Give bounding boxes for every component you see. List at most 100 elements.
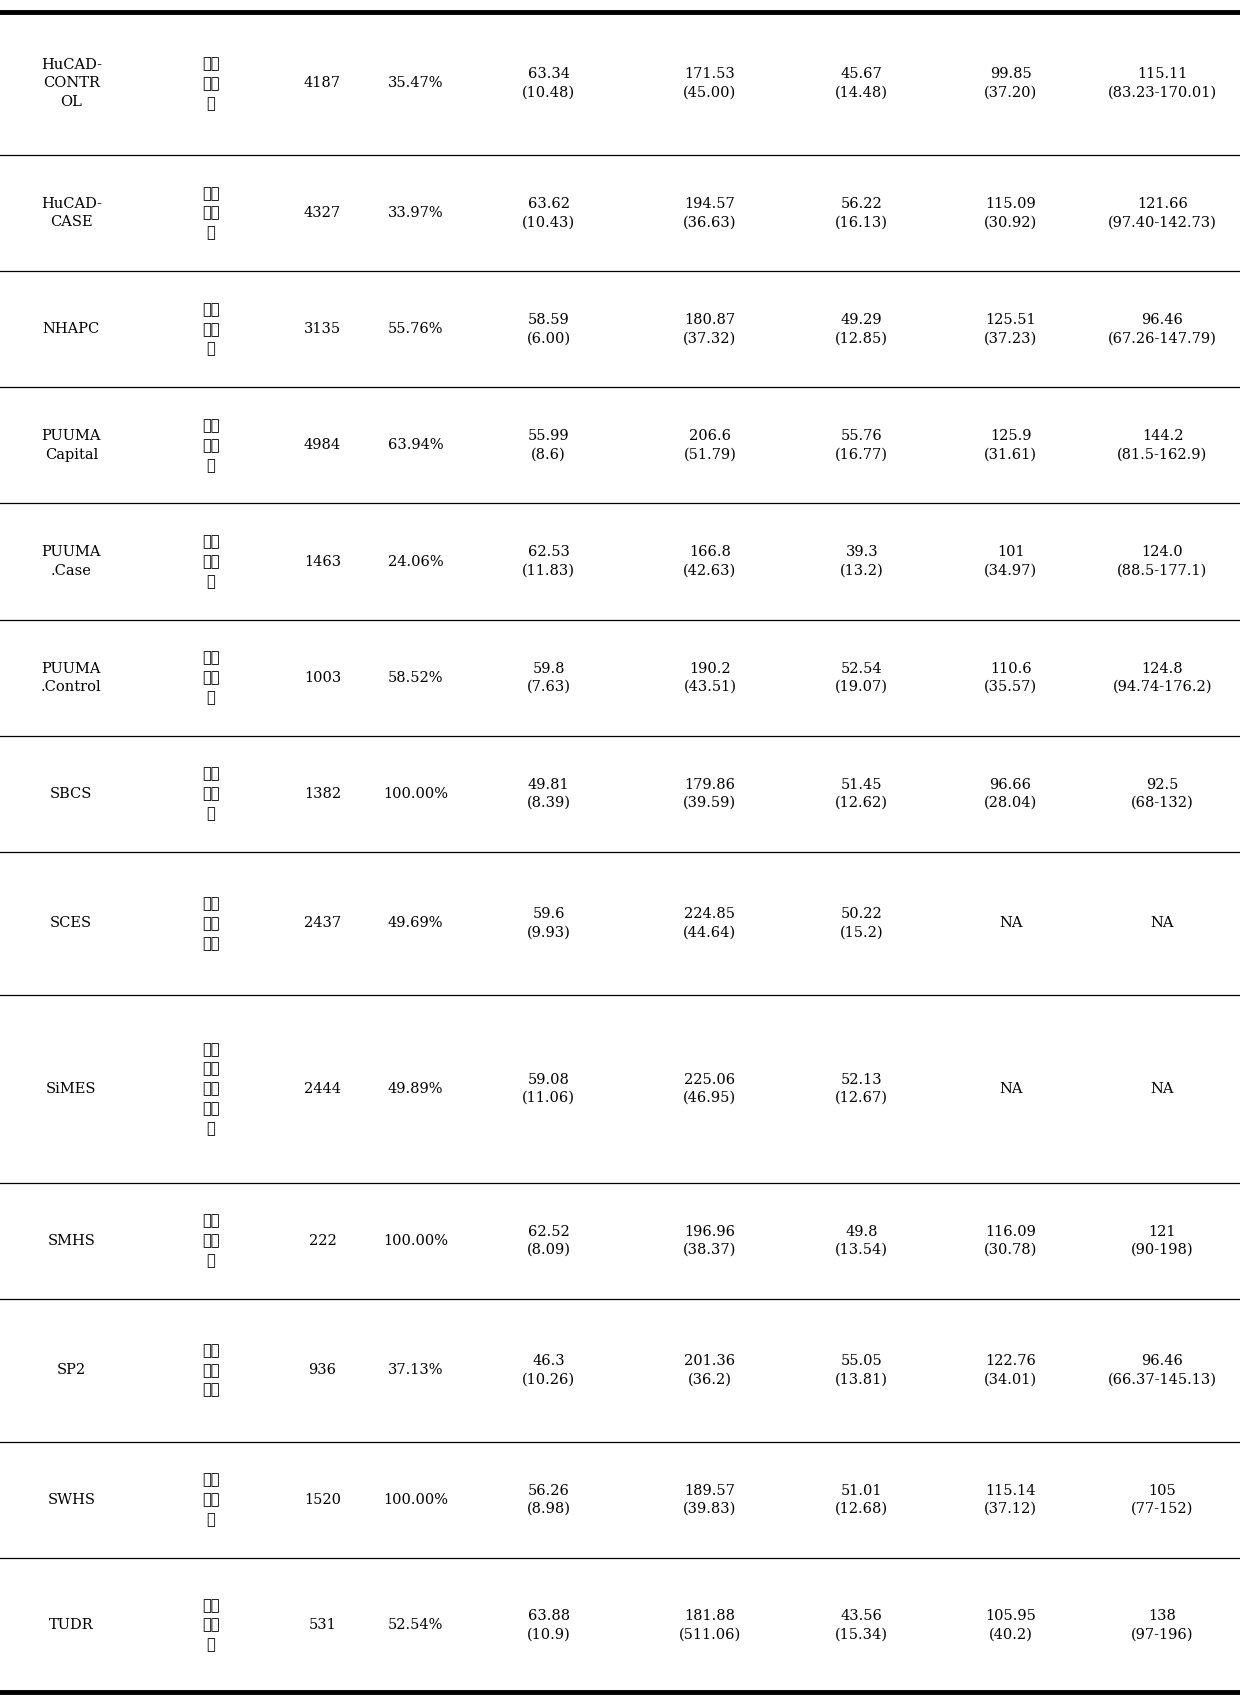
- Text: PUUMA
.Control: PUUMA .Control: [41, 661, 102, 694]
- Text: NA: NA: [999, 1082, 1022, 1096]
- Text: 1520: 1520: [304, 1493, 341, 1506]
- Text: 中国
大陆
人: 中国 大陆 人: [202, 186, 219, 240]
- Text: PUUMA
.Case: PUUMA .Case: [42, 545, 100, 578]
- Text: 181.88
(511.06): 181.88 (511.06): [678, 1609, 742, 1641]
- Text: SP2: SP2: [57, 1363, 86, 1377]
- Text: 144.2
(81.5-162.9): 144.2 (81.5-162.9): [1117, 429, 1208, 462]
- Text: 50.22
(15.2): 50.22 (15.2): [839, 907, 884, 939]
- Text: 936: 936: [309, 1363, 336, 1377]
- Text: 59.6
(9.93): 59.6 (9.93): [527, 907, 570, 939]
- Text: HuCAD-
CASE: HuCAD- CASE: [41, 196, 102, 230]
- Text: HuCAD-
CONTR
OL: HuCAD- CONTR OL: [41, 58, 102, 109]
- Text: 190.2
(43.51): 190.2 (43.51): [683, 661, 737, 694]
- Text: 55.76%: 55.76%: [388, 322, 443, 336]
- Text: 166.8
(42.63): 166.8 (42.63): [683, 545, 737, 578]
- Text: SMHS: SMHS: [47, 1234, 95, 1247]
- Text: 62.52
(8.09): 62.52 (8.09): [527, 1225, 570, 1258]
- Text: 4327: 4327: [304, 206, 341, 220]
- Text: 33.97%: 33.97%: [388, 206, 443, 220]
- Text: 中国
大陆
人: 中国 大陆 人: [202, 767, 219, 821]
- Text: 100.00%: 100.00%: [383, 787, 448, 801]
- Text: NA: NA: [999, 917, 1022, 930]
- Text: 100.00%: 100.00%: [383, 1234, 448, 1247]
- Text: 新加
坡籍
华裔: 新加 坡籍 华裔: [202, 896, 219, 951]
- Text: 52.13
(12.67): 52.13 (12.67): [836, 1072, 888, 1104]
- Text: 138
(97-196): 138 (97-196): [1131, 1609, 1194, 1641]
- Text: 3135: 3135: [304, 322, 341, 336]
- Text: 4984: 4984: [304, 438, 341, 452]
- Text: 52.54
(19.07): 52.54 (19.07): [836, 661, 888, 694]
- Text: 43.56
(15.34): 43.56 (15.34): [836, 1609, 888, 1641]
- Text: SBCS: SBCS: [50, 787, 93, 801]
- Text: 中国
大陆
人: 中国 大陆 人: [202, 302, 219, 356]
- Text: NHAPC: NHAPC: [42, 322, 100, 336]
- Text: 中国
大陆
人: 中国 大陆 人: [202, 1472, 219, 1527]
- Text: 2437: 2437: [304, 917, 341, 930]
- Text: 196.96
(38.37): 196.96 (38.37): [683, 1225, 737, 1258]
- Text: 101
(34.97): 101 (34.97): [985, 545, 1037, 578]
- Text: 92.5
(68-132): 92.5 (68-132): [1131, 777, 1194, 809]
- Text: 110.6
(35.57): 110.6 (35.57): [985, 661, 1037, 694]
- Text: 115.11
(83.23-170.01): 115.11 (83.23-170.01): [1107, 66, 1218, 99]
- Text: 55.76
(16.77): 55.76 (16.77): [836, 429, 888, 462]
- Text: 55.05
(13.81): 55.05 (13.81): [836, 1355, 888, 1387]
- Text: 新加
坡籍
华裔: 新加 坡籍 华裔: [202, 1343, 219, 1397]
- Text: 49.29
(12.85): 49.29 (12.85): [836, 314, 888, 346]
- Text: 105.95
(40.2): 105.95 (40.2): [985, 1609, 1037, 1641]
- Text: 124.8
(94.74-176.2): 124.8 (94.74-176.2): [1112, 661, 1213, 694]
- Text: 49.89%: 49.89%: [388, 1082, 443, 1096]
- Text: 1003: 1003: [304, 671, 341, 685]
- Text: 中国
大陆
人: 中国 大陆 人: [202, 651, 219, 705]
- Text: NA: NA: [1151, 1082, 1174, 1096]
- Text: 55.99
(8.6): 55.99 (8.6): [528, 429, 569, 462]
- Text: 39.3
(13.2): 39.3 (13.2): [839, 545, 884, 578]
- Text: 115.09
(30.92): 115.09 (30.92): [985, 196, 1037, 230]
- Text: 中国
大陆
人: 中国 大陆 人: [202, 56, 219, 111]
- Text: 531: 531: [309, 1619, 336, 1632]
- Text: 179.86
(39.59): 179.86 (39.59): [683, 777, 737, 809]
- Text: 225.06
(46.95): 225.06 (46.95): [683, 1072, 737, 1104]
- Text: 35.47%: 35.47%: [388, 77, 443, 90]
- Text: 194.57
(36.63): 194.57 (36.63): [683, 196, 737, 230]
- Text: 206.6
(51.79): 206.6 (51.79): [683, 429, 737, 462]
- Text: 49.81
(8.39): 49.81 (8.39): [527, 777, 570, 809]
- Text: 96.66
(28.04): 96.66 (28.04): [985, 777, 1037, 809]
- Text: 96.46
(66.37-145.13): 96.46 (66.37-145.13): [1109, 1355, 1216, 1387]
- Text: SCES: SCES: [51, 917, 92, 930]
- Text: 58.52%: 58.52%: [388, 671, 443, 685]
- Text: 58.59
(6.00): 58.59 (6.00): [527, 314, 570, 346]
- Text: 51.45
(12.62): 51.45 (12.62): [836, 777, 888, 809]
- Text: PUUMA
Capital: PUUMA Capital: [42, 429, 100, 462]
- Text: 222: 222: [309, 1234, 336, 1247]
- Text: 51.01
(12.68): 51.01 (12.68): [836, 1484, 888, 1517]
- Text: 中国
大陆
人: 中国 大陆 人: [202, 1213, 219, 1268]
- Text: 180.87
(37.32): 180.87 (37.32): [683, 314, 737, 346]
- Text: 96.46
(67.26-147.79): 96.46 (67.26-147.79): [1109, 314, 1216, 346]
- Text: 59.08
(11.06): 59.08 (11.06): [522, 1072, 575, 1104]
- Text: 122.76
(34.01): 122.76 (34.01): [985, 1355, 1037, 1387]
- Text: 37.13%: 37.13%: [388, 1363, 443, 1377]
- Text: 124.0
(88.5-177.1): 124.0 (88.5-177.1): [1117, 545, 1208, 578]
- Text: 105
(77-152): 105 (77-152): [1131, 1484, 1194, 1517]
- Text: 4187: 4187: [304, 77, 341, 90]
- Text: 63.34
(10.48): 63.34 (10.48): [522, 66, 575, 99]
- Text: 125.9
(31.61): 125.9 (31.61): [985, 429, 1037, 462]
- Text: 63.94%: 63.94%: [388, 438, 443, 452]
- Text: 1382: 1382: [304, 787, 341, 801]
- Text: 171.53
(45.00): 171.53 (45.00): [683, 66, 737, 99]
- Text: 中国
台湾
人: 中国 台湾 人: [202, 1598, 219, 1653]
- Text: 115.14
(37.12): 115.14 (37.12): [985, 1484, 1037, 1517]
- Text: 49.8
(13.54): 49.8 (13.54): [836, 1225, 888, 1258]
- Text: SiMES: SiMES: [46, 1082, 97, 1096]
- Text: 24.06%: 24.06%: [388, 554, 443, 569]
- Text: 189.57
(39.83): 189.57 (39.83): [683, 1484, 737, 1517]
- Text: 99.85
(37.20): 99.85 (37.20): [985, 66, 1037, 99]
- Text: 56.26
(8.98): 56.26 (8.98): [527, 1484, 570, 1517]
- Text: 121.66
(97.40-142.73): 121.66 (97.40-142.73): [1109, 196, 1216, 230]
- Text: 59.8
(7.63): 59.8 (7.63): [527, 661, 570, 694]
- Text: 中国
大陆
人: 中国 大陆 人: [202, 535, 219, 590]
- Text: 100.00%: 100.00%: [383, 1493, 448, 1506]
- Text: TUDR: TUDR: [50, 1619, 93, 1632]
- Text: 125.51
(37.23): 125.51 (37.23): [985, 314, 1037, 346]
- Text: 52.54%: 52.54%: [388, 1619, 443, 1632]
